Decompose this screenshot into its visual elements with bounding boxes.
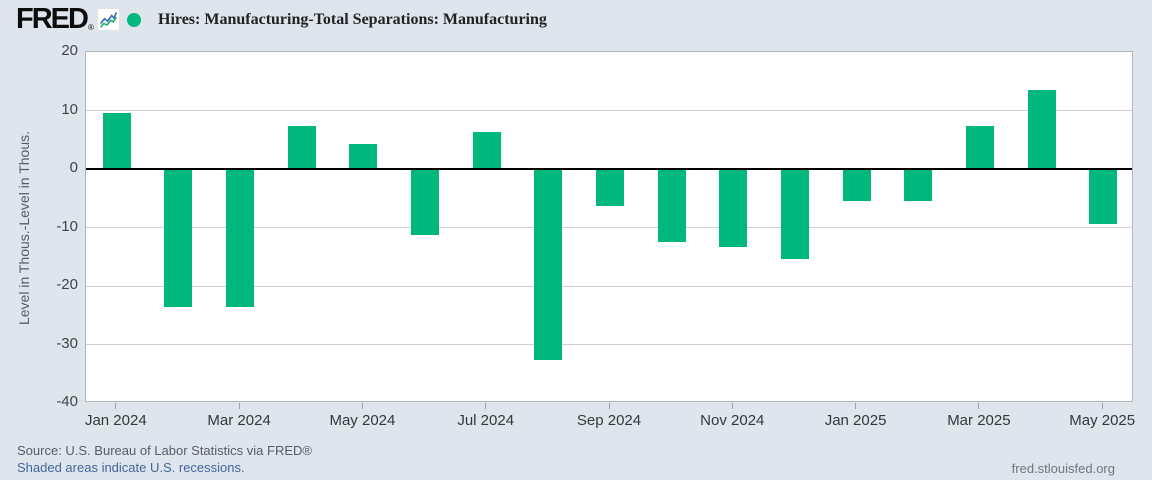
recession-note-link[interactable]: Shaded areas indicate U.S. recessions. <box>17 460 245 475</box>
x-tick-mark <box>731 403 733 409</box>
fred-site-link[interactable]: fred.stlouisfed.org <box>1011 461 1115 476</box>
y-tick-label: 20 <box>61 42 78 59</box>
x-tick-label: Jan 2025 <box>824 412 887 429</box>
zero-axis-line <box>86 168 1132 170</box>
x-tick-mark <box>855 403 857 409</box>
x-tick-label: Nov 2024 <box>700 412 765 429</box>
bar-jun-2024 <box>411 169 440 236</box>
registered-trademark-icon: ® <box>87 23 94 32</box>
x-tick-label: Jan 2024 <box>84 412 147 429</box>
gridline <box>86 285 1132 287</box>
bar-jan-2025 <box>842 169 871 202</box>
x-tick-mark <box>978 403 980 409</box>
bar-nov-2024 <box>719 169 748 248</box>
bar-feb-2025 <box>904 169 933 202</box>
x-tick-mark <box>485 403 487 409</box>
source-text: Source: U.S. Bureau of Labor Statistics … <box>17 443 312 458</box>
fred-logo-chart-icon <box>96 7 120 31</box>
x-tick-label: Jul 2024 <box>457 412 515 429</box>
bar-may-2024 <box>349 143 378 169</box>
x-tick-label: May 2024 <box>329 412 396 429</box>
fred-logo-text: FRED <box>16 3 89 35</box>
bar-mar-2024 <box>226 169 255 308</box>
series-legend-label: Hires: Manufacturing-Total Separations: … <box>158 11 547 28</box>
y-tick-label: -40 <box>56 393 78 410</box>
y-tick-label: -10 <box>56 217 78 235</box>
y-tick-label: -30 <box>56 334 78 352</box>
x-tick-label: May 2025 <box>1069 412 1136 429</box>
gridline <box>86 344 1132 345</box>
gridline <box>86 110 1132 111</box>
x-tick-mark <box>608 403 610 409</box>
plot-area <box>85 51 1133 402</box>
x-tick-mark <box>1101 403 1103 409</box>
gridline <box>86 227 1132 228</box>
bar-apr-2025 <box>1027 90 1056 169</box>
bar-dec-2024 <box>780 169 809 259</box>
series-legend-marker-icon <box>127 13 141 27</box>
x-tick-mark <box>238 403 240 409</box>
x-tick-label: Mar 2024 <box>207 412 271 429</box>
bar-jul-2024 <box>472 131 501 169</box>
x-tick-mark <box>361 403 363 409</box>
bar-oct-2024 <box>657 169 686 242</box>
bar-apr-2024 <box>287 125 316 169</box>
bar-sep-2024 <box>596 169 624 207</box>
y-tick-label: 0 <box>69 159 78 176</box>
bar-aug-2024 <box>534 169 563 361</box>
fred-logo[interactable]: FRED ® <box>16 4 120 34</box>
bar-jan-2024 <box>102 112 131 169</box>
x-tick-label: Sep 2024 <box>576 412 642 429</box>
bar-feb-2024 <box>164 169 193 308</box>
x-tick-mark <box>115 403 117 409</box>
y-tick-label: -20 <box>56 276 78 293</box>
bar-mar-2025 <box>965 125 994 169</box>
y-tick-label: 10 <box>61 100 78 118</box>
bar-may-2025 <box>1089 169 1118 224</box>
x-tick-label: Mar 2025 <box>947 412 1011 429</box>
